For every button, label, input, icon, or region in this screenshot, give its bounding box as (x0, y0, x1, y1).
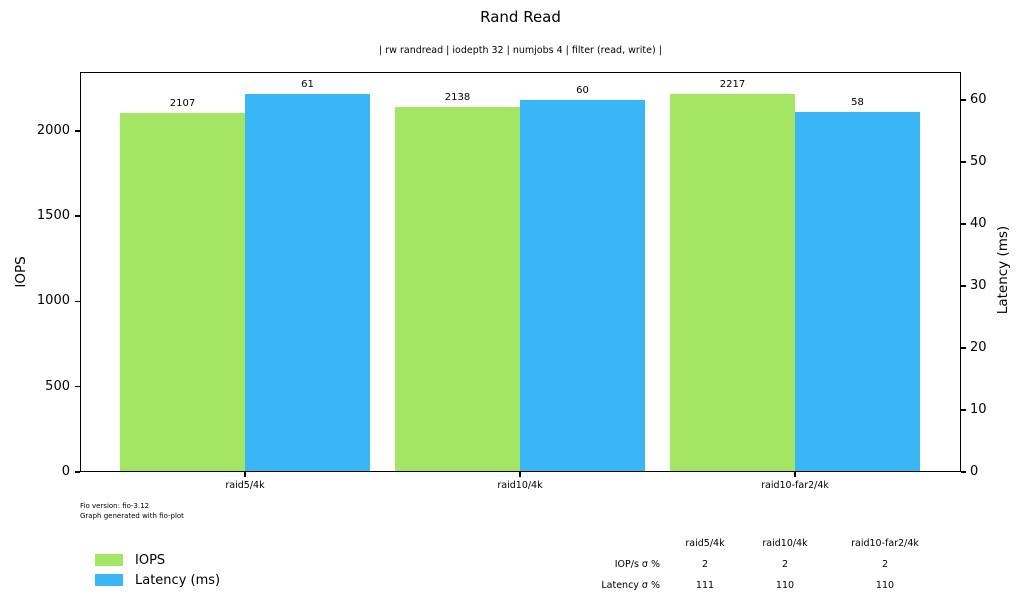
stats-col-header: raid10/4k (762, 538, 808, 549)
bar-latency (520, 99, 645, 472)
footer-note: Fio version: fio-3.12 Graph generated wi… (80, 502, 184, 521)
y-tick-left (75, 215, 80, 217)
y-tick-label-right: 20 (970, 339, 987, 355)
y-tick-label-left: 0 (61, 464, 70, 479)
fio-version-text: Fio version: fio-3.12 (80, 502, 150, 510)
chart-subtitle: | rw randread | iodepth 32 | numjobs 4 |… (379, 45, 662, 56)
x-tick-label: raid10-far2/4k (761, 480, 829, 491)
legend: IOPS Latency (ms) (95, 550, 220, 590)
stats-row-label: IOP/s σ % (614, 559, 660, 570)
bar-value-label-latency: 58 (851, 97, 864, 109)
x-tick (794, 472, 796, 477)
x-tick (244, 472, 246, 477)
y-tick-left (75, 386, 80, 388)
stats-col-header: raid10-far2/4k (851, 538, 919, 549)
y-tick-right (961, 223, 966, 225)
stats-cell: 2 (781, 559, 789, 570)
latency-swatch-icon (95, 574, 123, 586)
legend-item-iops: IOPS (95, 550, 220, 570)
iops-swatch-icon (95, 554, 123, 566)
stats-row-iops-sigma: IOP/s σ % 2 2 2 (585, 554, 950, 575)
y-tick-label-right: 30 (970, 277, 987, 293)
y-tick-right (961, 409, 966, 411)
y-tick-right (961, 471, 966, 473)
y-tick-label-right: 50 (970, 153, 987, 169)
y-tick-label-right: 40 (970, 215, 987, 231)
y-tick-left (75, 300, 80, 303)
bar-value-label-latency: 60 (576, 84, 589, 96)
stats-cell: 111 (695, 580, 715, 591)
stats-header-row: raid5/4k raid10/4k raid10-far2/4k (585, 533, 950, 554)
y-tick-label-left: 1500 (36, 208, 70, 224)
x-tick (519, 472, 521, 477)
stats-cell: 110 (875, 580, 895, 591)
y-tick-left (75, 471, 80, 473)
stats-row-label: Latency σ % (601, 580, 660, 591)
y-tick-label-right: 60 (970, 91, 987, 107)
legend-label-latency: Latency (ms) (135, 572, 221, 588)
y-tick-right (961, 161, 966, 163)
bar-value-label-iops: 2107 (169, 97, 196, 109)
stats-cell: 2 (881, 559, 889, 570)
y-tick-label-right: 0 (970, 464, 979, 479)
y-tick-left (75, 130, 80, 132)
stats-col-header: raid5/4k (685, 538, 725, 549)
y-tick-label-left: 500 (45, 378, 70, 394)
stats-row-latency-sigma: Latency σ % 111 110 110 (585, 575, 950, 596)
stats-table: raid5/4k raid10/4k raid10-far2/4k IOP/s … (585, 533, 950, 596)
bar-value-label-latency: 61 (301, 78, 314, 90)
y-tick-right (961, 285, 966, 287)
x-tick-label: raid5/4k (225, 480, 265, 491)
legend-label-iops: IOPS (135, 552, 166, 568)
y-tick-label-right: 10 (970, 401, 987, 417)
generator-text: Graph generated with fio-plot (80, 511, 184, 520)
bar-latency (245, 93, 370, 472)
plot-area: 2107 61 raid5/4k 2138 60 raid10/4k 2217 58 raid1… (37, 72, 987, 491)
legend-item-latency: Latency (ms) (95, 570, 220, 590)
bar-latency (795, 112, 920, 472)
x-tick-label: raid10/4k (497, 480, 543, 491)
y-tick-right (961, 347, 966, 349)
right-axis-label: Latency (ms) (995, 225, 1011, 315)
bar-iops (670, 93, 795, 472)
y-tick-right (961, 99, 966, 101)
y-tick-label-left: 1000 (36, 293, 70, 309)
stats-cell: 2 (701, 559, 709, 570)
bar-iops (395, 107, 520, 472)
bar-iops (120, 112, 245, 472)
left-axis-label: IOPS (13, 256, 29, 288)
bar-value-label-iops: 2138 (444, 92, 471, 104)
y-tick-label-left: 2000 (36, 122, 70, 138)
bar-value-label-iops: 2217 (719, 78, 746, 90)
chart-title: Rand Read (480, 8, 561, 26)
stats-cell: 110 (775, 580, 795, 591)
